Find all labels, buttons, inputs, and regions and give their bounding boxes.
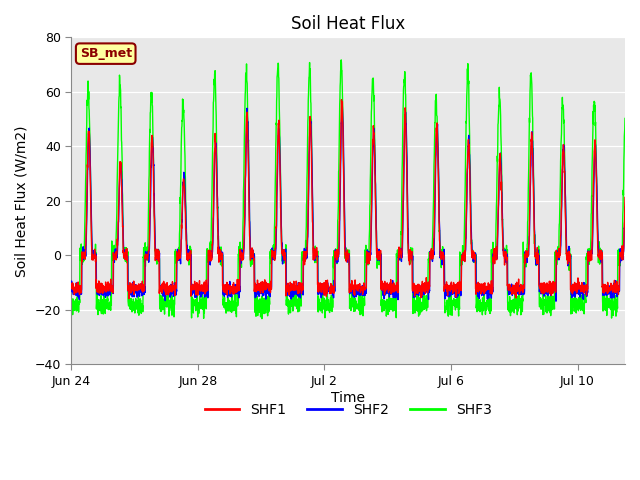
Y-axis label: Soil Heat Flux (W/m2): Soil Heat Flux (W/m2)	[15, 125, 29, 276]
Legend: SHF1, SHF2, SHF3: SHF1, SHF2, SHF3	[199, 398, 497, 423]
Text: SB_met: SB_met	[79, 47, 132, 60]
X-axis label: Time: Time	[331, 391, 365, 405]
Title: Soil Heat Flux: Soil Heat Flux	[291, 15, 405, 33]
